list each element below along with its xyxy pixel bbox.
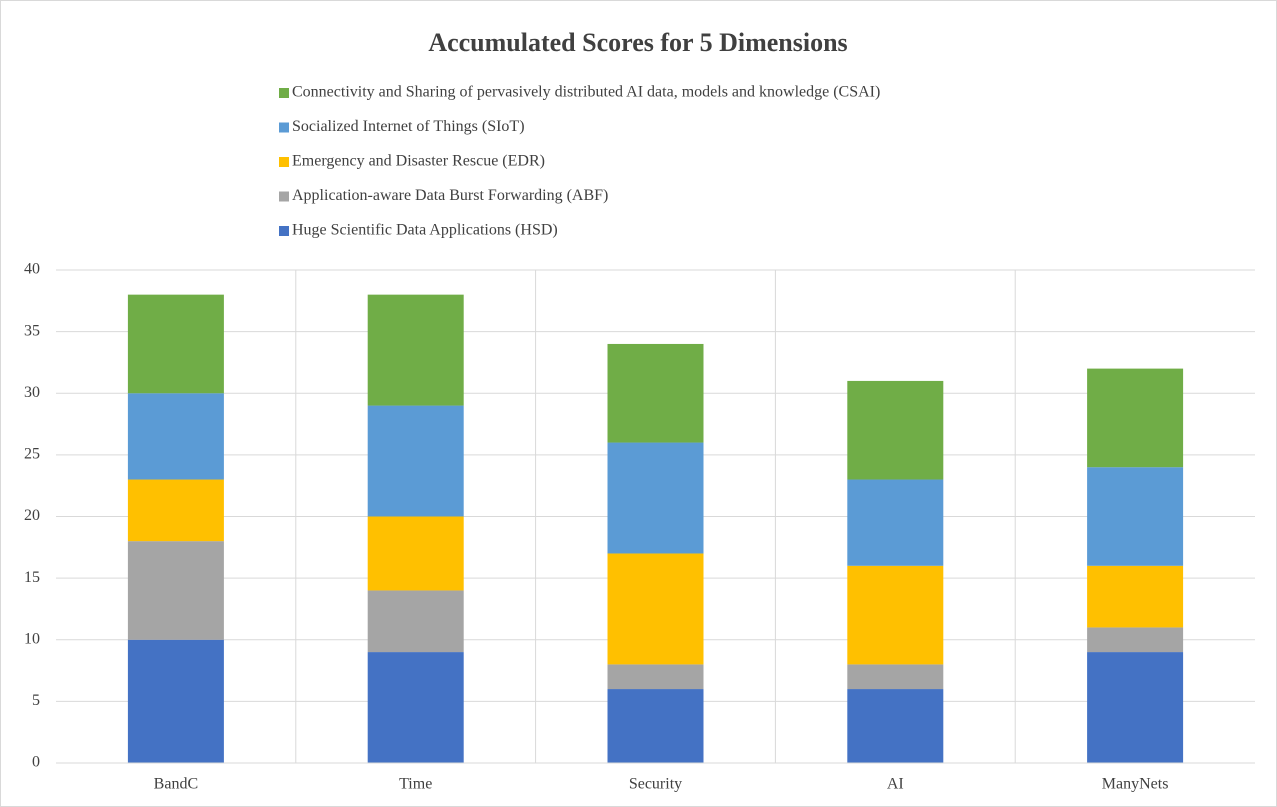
- bar-segment: [127, 393, 224, 480]
- bar-segment: [847, 689, 944, 763]
- legend-swatch: [279, 226, 289, 236]
- bar-segment: [1087, 627, 1184, 653]
- bar-segment: [367, 652, 464, 763]
- y-tick-label: 10: [24, 630, 40, 647]
- legend-label: Socialized Internet of Things (SIoT): [292, 118, 525, 135]
- bar-segment: [367, 294, 464, 406]
- x-tick-label: AI: [887, 776, 904, 793]
- bar-segment: [607, 553, 704, 665]
- bar-segment: [607, 442, 704, 554]
- bar-segment: [607, 664, 704, 690]
- bar-segment: [127, 639, 224, 763]
- bar-segment: [847, 479, 944, 566]
- bar-segment: [127, 479, 224, 542]
- y-tick-label: 35: [24, 322, 40, 339]
- bar-segment: [1087, 565, 1184, 628]
- legend-label: Emergency and Disaster Rescue (EDR): [292, 153, 545, 170]
- bar-segment: [607, 689, 704, 763]
- y-tick-label: 40: [24, 261, 40, 278]
- y-tick-label: 30: [24, 384, 40, 401]
- bar-segment: [127, 294, 224, 394]
- legend-label: Application-aware Data Burst Forwarding …: [292, 187, 608, 204]
- bar-segment: [367, 516, 464, 591]
- y-tick-label: 15: [24, 569, 40, 586]
- chart-title: Accumulated Scores for 5 Dimensions: [428, 28, 847, 57]
- bar-segment: [607, 343, 704, 443]
- bar-segment: [367, 590, 464, 653]
- bar-segment: [1087, 652, 1184, 763]
- x-tick-label: BandC: [154, 776, 198, 793]
- bar-segment: [1087, 467, 1184, 566]
- bar-segment: [1087, 368, 1184, 468]
- y-tick-label: 5: [32, 692, 40, 709]
- legend-swatch: [279, 191, 289, 202]
- x-tick-label: ManyNets: [1102, 776, 1169, 793]
- x-tick-label: Security: [629, 776, 682, 793]
- y-tick-label: 20: [24, 507, 40, 524]
- bar-segment: [127, 541, 224, 640]
- bar-segment: [847, 565, 944, 665]
- legend-swatch: [279, 88, 289, 98]
- bar-segment: [847, 380, 944, 480]
- legend-label: Huge Scientific Data Applications (HSD): [292, 222, 558, 239]
- legend-swatch: [279, 122, 289, 133]
- legend-swatch: [279, 157, 289, 167]
- bar-segment: [847, 664, 944, 690]
- y-tick-label: 25: [24, 446, 40, 463]
- y-tick-label: 0: [32, 754, 40, 771]
- legend-label: Connectivity and Sharing of pervasively …: [292, 84, 880, 101]
- x-tick-label: Time: [399, 776, 432, 793]
- bar-segment: [367, 405, 464, 517]
